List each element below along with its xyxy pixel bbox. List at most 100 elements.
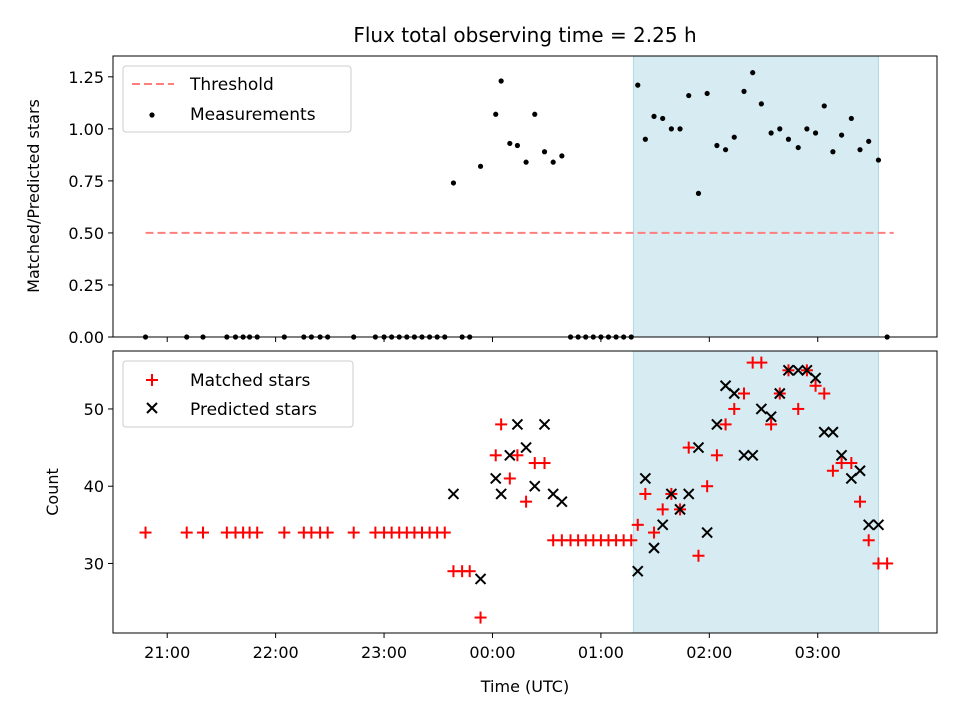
matched-star-point [826, 464, 839, 477]
measurement-point [635, 82, 641, 88]
matched-star-point [792, 402, 805, 415]
predicted-star-point [782, 364, 795, 377]
matched-star-point [818, 387, 831, 400]
measurement-point [677, 126, 683, 132]
measurement-point [795, 144, 801, 151]
measurement-point [642, 136, 648, 142]
measurement-point [660, 115, 666, 122]
predicted-star-point [835, 449, 848, 462]
predicted-star-point [854, 465, 866, 477]
measurement-point [507, 140, 513, 147]
measurement-point [741, 88, 747, 94]
predicted-star-point [511, 418, 524, 431]
x-tick-label: 03:00 [795, 643, 841, 662]
matched-star-point [625, 534, 638, 547]
measurement-point [866, 138, 872, 144]
matched-star-point [881, 557, 894, 570]
legend-matched-swatch [146, 374, 158, 386]
predicted-star-point [701, 526, 713, 539]
matched-star-point [463, 565, 476, 578]
measurement-point [651, 113, 657, 119]
predicted-star-point [656, 519, 669, 531]
measurement-point [830, 149, 836, 155]
predicted-star-point [774, 387, 786, 400]
matched-star-point [845, 457, 858, 470]
measurement-point [750, 70, 756, 76]
bottom-y-tick-label: 30 [84, 554, 104, 573]
matched-star-point [701, 480, 714, 493]
measurement-point [812, 130, 819, 136]
matched-star-point [765, 418, 778, 431]
top-legend: Threshold Measurements [122, 65, 352, 133]
matched-star-point [139, 526, 152, 539]
measurement-point [541, 149, 548, 155]
matched-star-point [251, 526, 264, 539]
predicted-star-point [683, 488, 695, 500]
measurement-point [523, 159, 529, 165]
measurement-point [758, 101, 764, 107]
top-y-axis-label: Matched/Predicted stars [24, 99, 43, 293]
measurement-point [848, 115, 854, 122]
matched-star-point [474, 611, 487, 624]
bottom-y-tick-label: 40 [84, 477, 104, 496]
measurement-point [731, 134, 737, 140]
matched-star-point [520, 495, 533, 508]
bottom-panel: 30 40 50 21:00 22:00 23:00 00:00 01:00 02:00 03:… [43, 350, 938, 696]
predicted-star-point [556, 495, 568, 508]
matched-star-point [347, 526, 360, 539]
matched-star-point [854, 495, 867, 508]
top-panel: 0.00 0.25 0.50 0.75 1.00 1.25 Matched/Predict… [24, 55, 938, 347]
predicted-star-point [746, 449, 759, 462]
matched-star-point [180, 526, 193, 539]
predicted-star-point [674, 503, 686, 516]
matched-star-point [656, 503, 669, 516]
predicted-star-point [447, 488, 460, 500]
predicted-star-point [862, 519, 875, 531]
bottom-axes-frame [112, 350, 938, 634]
x-tick-label: 23:00 [361, 643, 407, 662]
predicted-star-point [639, 472, 652, 485]
matched-star-point [648, 526, 661, 539]
matched-star-point [719, 418, 732, 431]
top-highlight-span [632, 55, 879, 338]
top-y-tick-label: 0.00 [68, 328, 104, 347]
predicted-star-point [827, 426, 839, 438]
predicted-star-point [728, 387, 740, 400]
predicted-star-point [504, 449, 516, 462]
measurement-point [550, 159, 556, 165]
matched-star-point [538, 457, 551, 470]
bottom-y-axis-label: Count [43, 468, 62, 516]
top-y-tick-label: 1.25 [68, 68, 104, 87]
predicted-star-point [809, 372, 822, 384]
predicted-star-point [538, 418, 551, 431]
predicted-star-point [872, 519, 885, 531]
predicted-star-point [755, 403, 768, 415]
predicted-star-point [474, 573, 487, 585]
top-y-tick-label: 0.25 [68, 276, 104, 295]
legend-measurements-swatch [149, 112, 155, 118]
matched-star-point [738, 387, 751, 400]
legend-predicted-label: Predicted stars [190, 400, 317, 420]
measurement-point [450, 180, 457, 186]
matched-star-point [682, 441, 695, 454]
predicted-star-point [495, 488, 507, 500]
predicted-star-point [818, 426, 830, 438]
measurement-point [559, 153, 565, 159]
legend-measurements-label: Measurements [190, 105, 316, 125]
matched-star-point [503, 472, 516, 485]
measurement-point [477, 163, 484, 169]
measurement-point [493, 111, 499, 117]
x-tick-label: 01:00 [578, 643, 624, 662]
x-axis-label: Time (UTC) [480, 677, 569, 696]
matched-star-point [196, 526, 209, 539]
predicted-star-point [665, 488, 678, 500]
matched-star-point [631, 518, 644, 531]
x-tick-label: 21:00 [144, 643, 190, 662]
legend-predicted-swatch [146, 402, 158, 414]
matched-star-point [710, 449, 723, 462]
chart-title: Flux total observing time = 2.25 h [353, 23, 696, 47]
predicted-star-point [520, 441, 532, 454]
measurement-point [722, 147, 729, 153]
predicted-star-point [738, 449, 750, 462]
x-tick-label: 22:00 [253, 643, 299, 662]
